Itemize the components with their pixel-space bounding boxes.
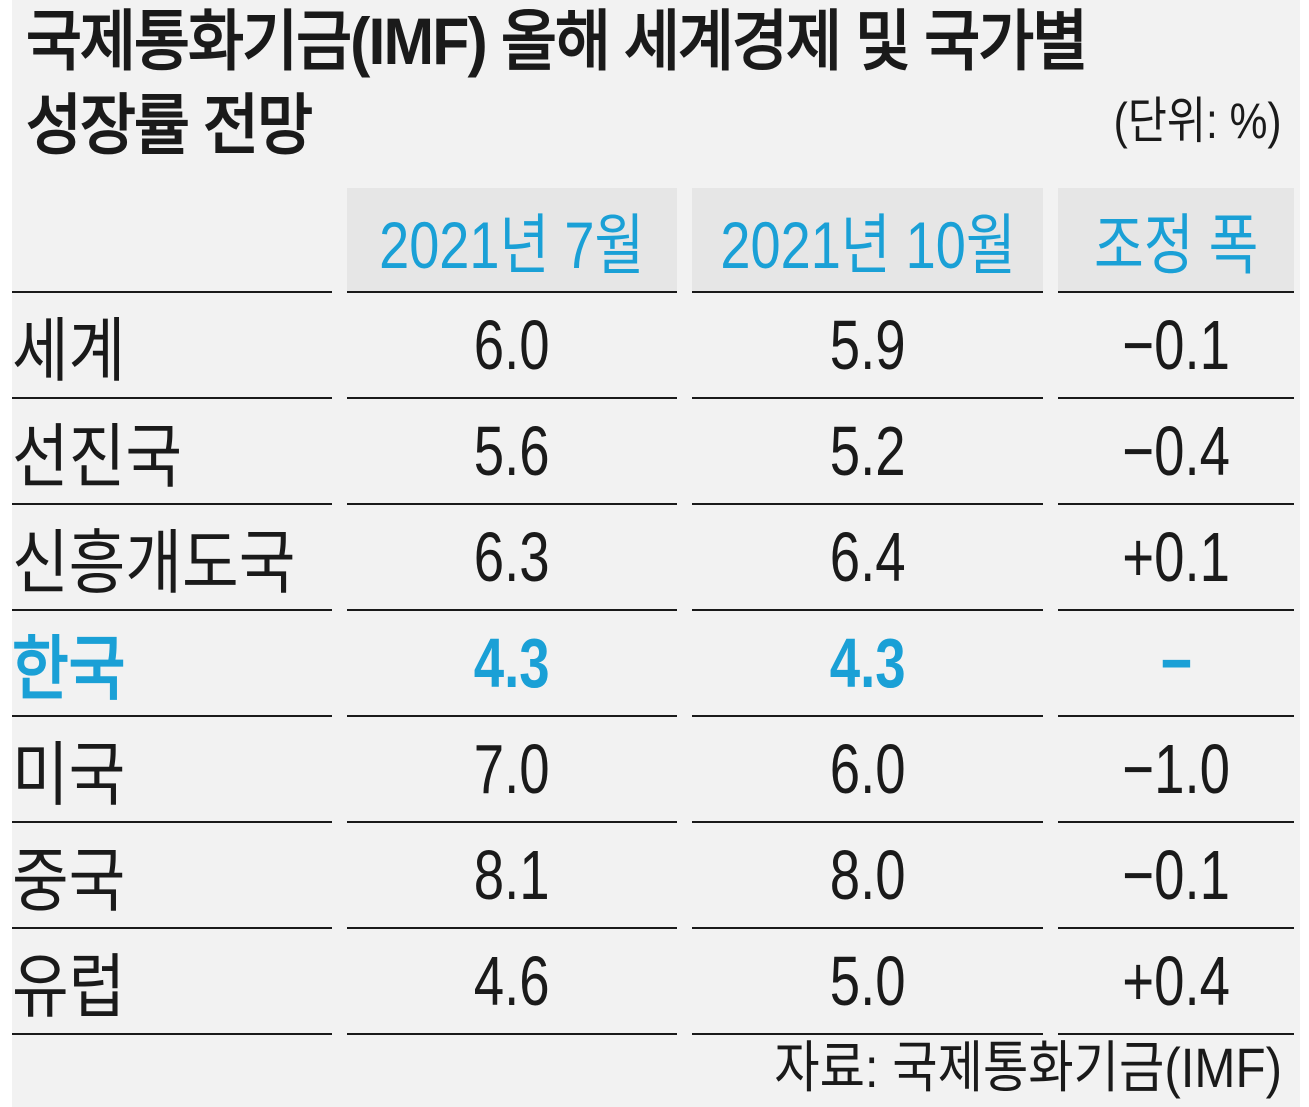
row-divider bbox=[692, 609, 1043, 611]
cell-jul-2021: 6.3 bbox=[474, 518, 550, 596]
cell-oct-2021: 6.4 bbox=[829, 518, 906, 596]
row-divider bbox=[1058, 609, 1294, 611]
cell-jul-2021: 8.1 bbox=[474, 836, 550, 914]
cell-jul-2021: 5.6 bbox=[474, 412, 550, 490]
row-label: 중국 bbox=[12, 841, 126, 920]
cell-adjustment: −1.0 bbox=[1122, 730, 1230, 808]
row-divider bbox=[1058, 503, 1294, 505]
cell-adjustment: −0.1 bbox=[1122, 836, 1230, 914]
row-divider bbox=[692, 291, 1043, 293]
cell-oct-2021: 5.9 bbox=[829, 306, 906, 384]
row-divider bbox=[12, 609, 332, 611]
cell-jul-2021: 4.6 bbox=[474, 942, 550, 1020]
cell-oct-2021: 5.0 bbox=[829, 942, 906, 1020]
row-label: 선진국 bbox=[12, 417, 183, 496]
row-divider bbox=[1058, 291, 1294, 293]
row-divider bbox=[12, 1033, 332, 1035]
row-label: 유럽 bbox=[12, 947, 126, 1026]
row-divider bbox=[692, 397, 1043, 399]
row-label: 미국 bbox=[12, 735, 126, 814]
cell-oct-2021: 8.0 bbox=[829, 836, 906, 914]
row-divider bbox=[347, 715, 677, 717]
cell-jul-2021: 4.3 bbox=[474, 624, 550, 702]
header-cell-jul-2021-bg bbox=[347, 188, 677, 292]
chart-title-line-2: 성장률 전망 bbox=[26, 88, 313, 162]
cell-oct-2021: 5.2 bbox=[829, 412, 906, 490]
cell-adjustment: −0.4 bbox=[1122, 412, 1230, 490]
row-divider bbox=[12, 927, 332, 929]
column-header-adjustment: 조정 폭 bbox=[1093, 208, 1259, 282]
column-header-jul-2021: 2021년 7월 bbox=[379, 208, 645, 282]
row-label: 신흥개도국 bbox=[12, 523, 296, 602]
row-divider bbox=[347, 1033, 677, 1035]
row-divider bbox=[12, 715, 332, 717]
row-divider bbox=[1058, 397, 1294, 399]
row-divider bbox=[692, 821, 1043, 823]
cell-adjustment: +0.1 bbox=[1122, 518, 1230, 596]
row-divider bbox=[12, 291, 332, 293]
row-divider bbox=[347, 291, 677, 293]
row-divider bbox=[12, 821, 332, 823]
unit-note: (단위: %) bbox=[1114, 93, 1282, 149]
row-divider bbox=[347, 821, 677, 823]
row-divider bbox=[692, 927, 1043, 929]
row-divider bbox=[347, 609, 677, 611]
cell-jul-2021: 7.0 bbox=[474, 730, 550, 808]
source-note: 자료: 국제통화기금(IMF) bbox=[774, 1036, 1282, 1099]
row-divider bbox=[12, 397, 332, 399]
row-divider bbox=[347, 503, 677, 505]
cell-adjustment: +0.4 bbox=[1122, 942, 1230, 1020]
row-divider bbox=[12, 503, 332, 505]
cell-adjustment: − bbox=[1160, 624, 1192, 702]
row-divider bbox=[692, 715, 1043, 717]
row-label: 한국 bbox=[12, 629, 126, 708]
row-divider bbox=[1058, 927, 1294, 929]
header-cell-adjustment-bg bbox=[1058, 188, 1294, 292]
row-divider bbox=[347, 927, 677, 929]
row-divider bbox=[347, 397, 677, 399]
row-label: 세계 bbox=[12, 311, 126, 390]
cell-adjustment: −0.1 bbox=[1122, 306, 1230, 384]
cell-oct-2021: 4.3 bbox=[829, 624, 906, 702]
row-divider bbox=[1058, 821, 1294, 823]
row-divider bbox=[692, 503, 1043, 505]
cell-oct-2021: 6.0 bbox=[829, 730, 906, 808]
row-divider bbox=[692, 1033, 1043, 1035]
column-header-oct-2021: 2021년 10월 bbox=[719, 208, 1016, 282]
chart-canvas: 국제통화기금(IMF) 올해 세계경제 및 국가별 성장률 전망 (단위: %)… bbox=[12, 0, 1300, 1107]
cell-jul-2021: 6.0 bbox=[474, 306, 550, 384]
row-divider bbox=[1058, 1033, 1294, 1035]
header-cell-oct-2021-bg bbox=[692, 188, 1043, 292]
row-divider bbox=[1058, 715, 1294, 717]
chart-title-line-1: 국제통화기금(IMF) 올해 세계경제 및 국가별 bbox=[26, 4, 1088, 78]
